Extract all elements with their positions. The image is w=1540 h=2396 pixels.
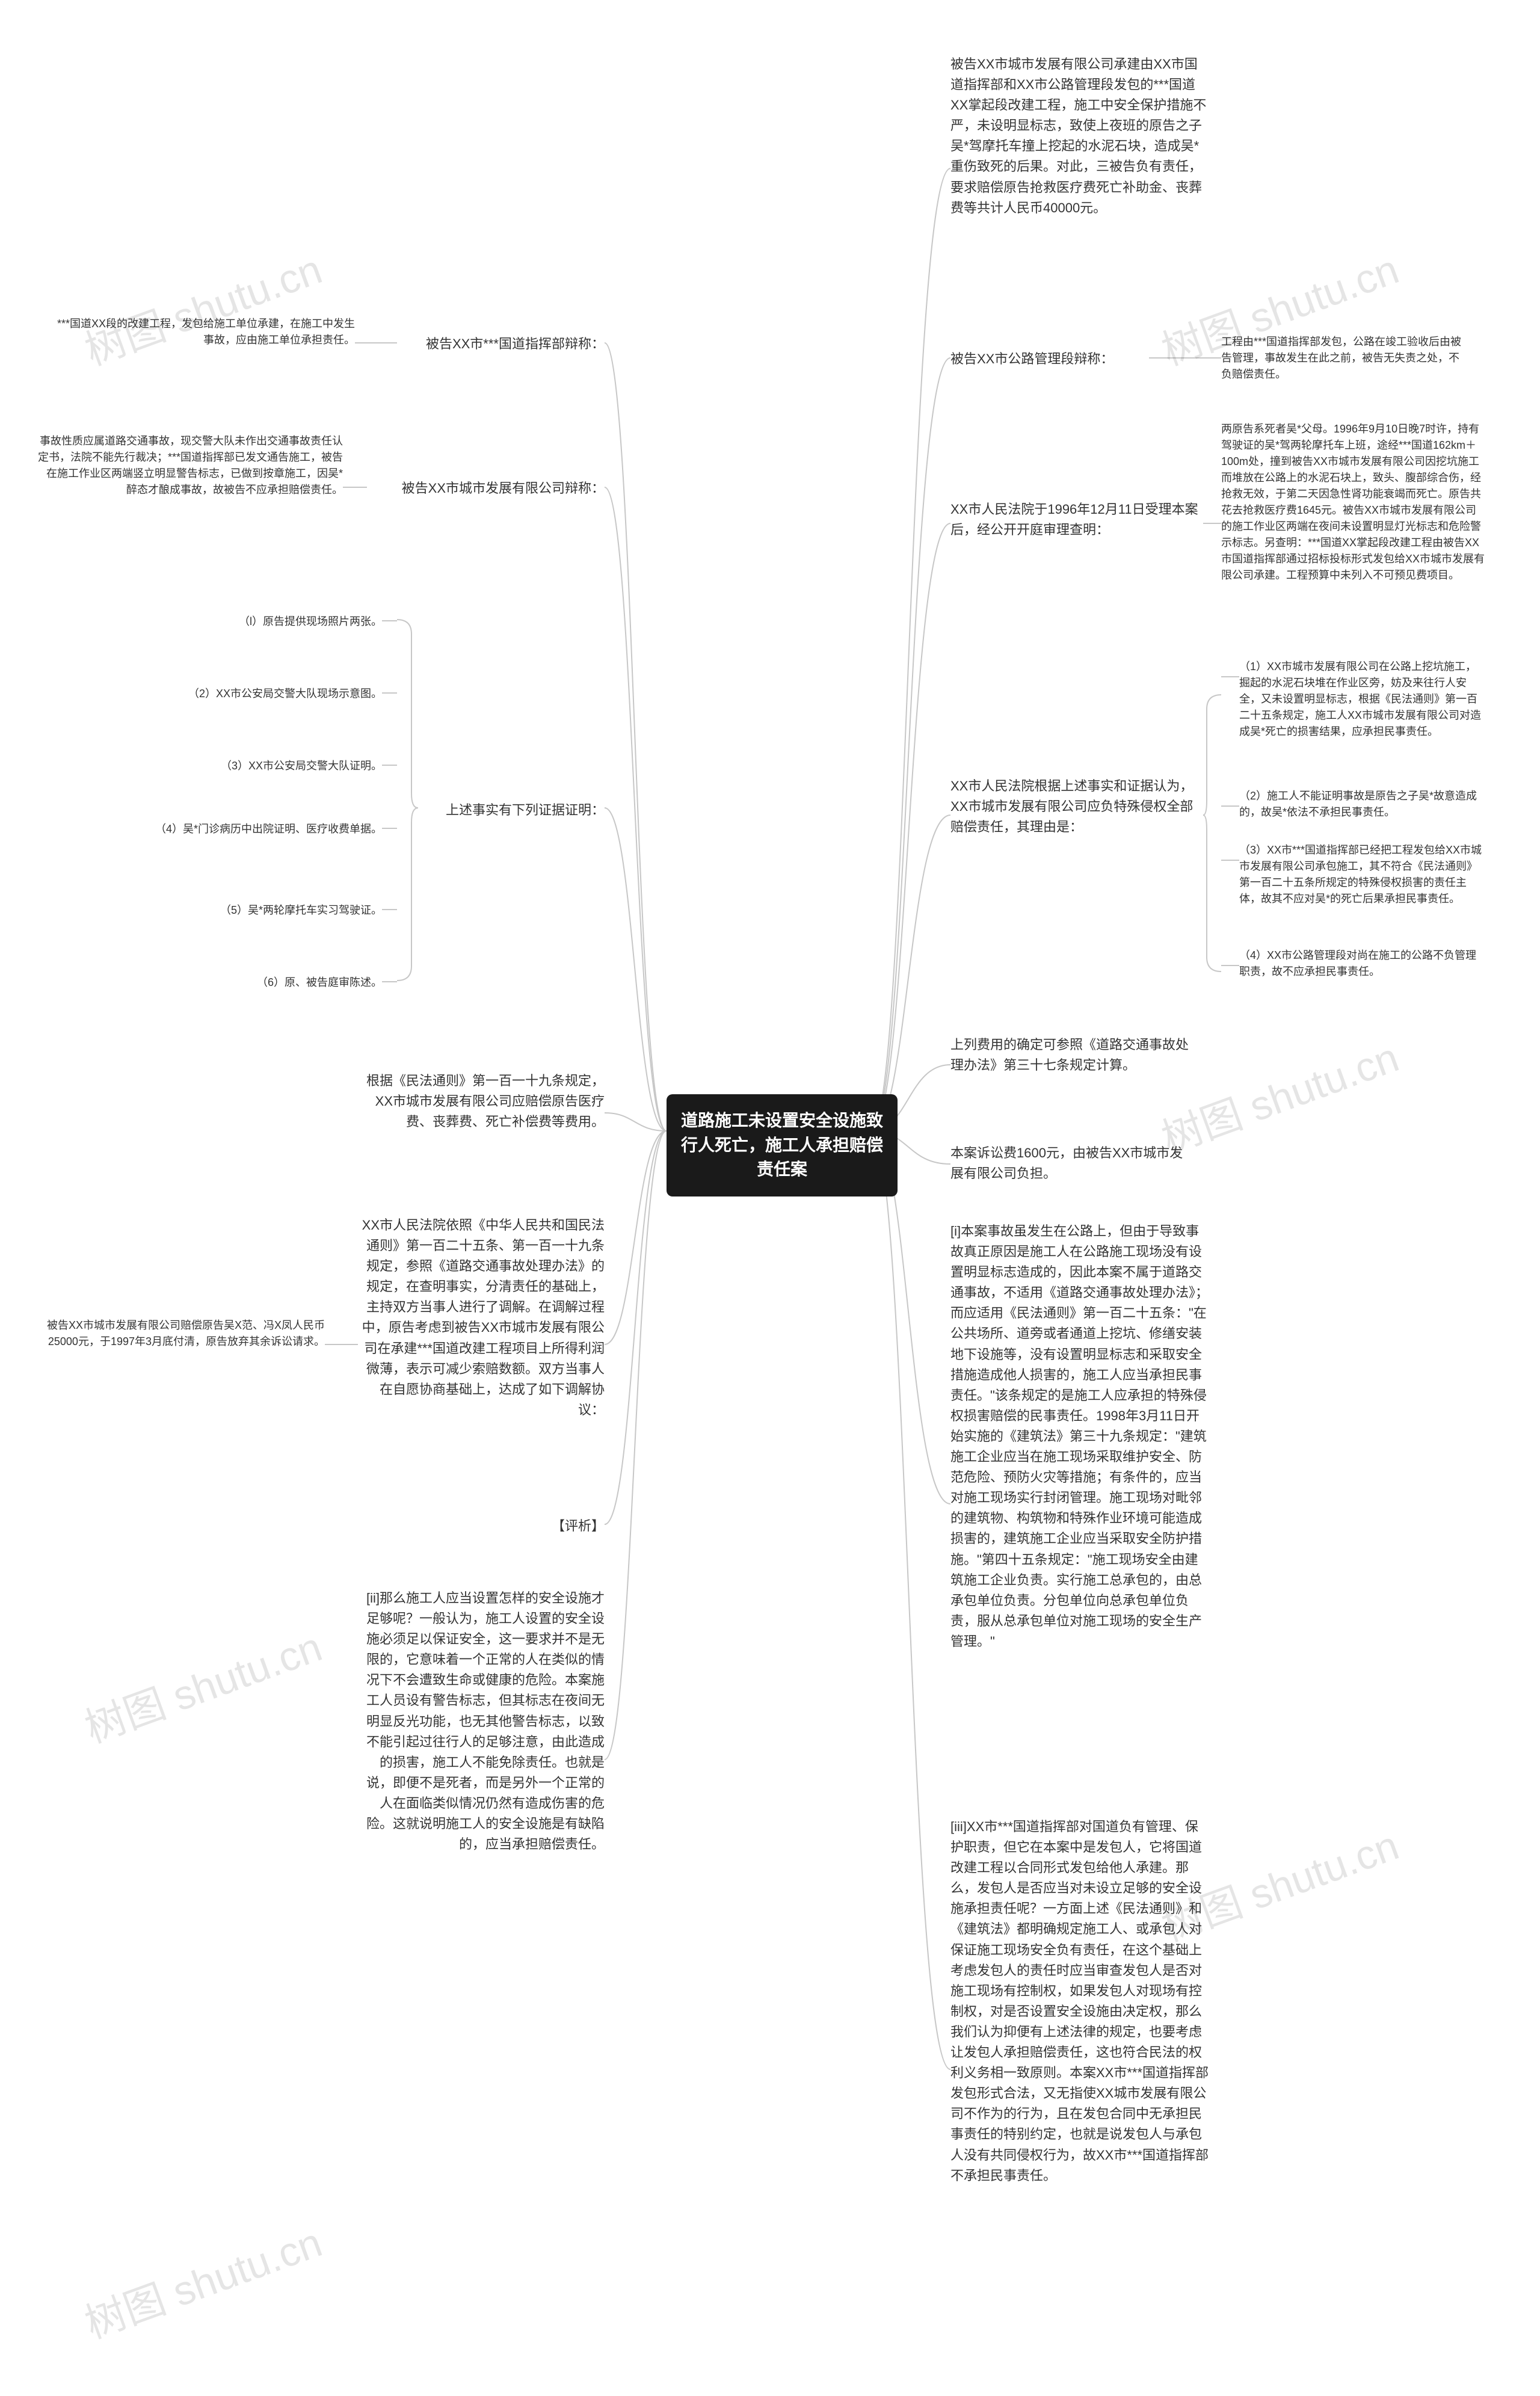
connector — [605, 1131, 667, 1344]
connector — [605, 487, 667, 1131]
left-node-l2-child: 事故性质应属道路交通事故，现交警大队未作出交通事故责任认定书，法院不能先行裁决；… — [36, 433, 343, 498]
left-node-l4: 根据《民法通则》第一百一十九条规定，XX市城市发展有限公司应赔偿原告医疗费、丧葬… — [358, 1071, 605, 1132]
left-node-l2: 被告XX市城市发展有限公司辩称： — [367, 478, 605, 499]
left-node-l6: 【评析】 — [544, 1516, 605, 1536]
right-node-r2: 被告XX市公路管理段辩称： — [950, 349, 1149, 369]
right-node-r4-child-3: （4）XX市公路管理段对尚在施工的公路不负管理职责，故不应承担民事责任。 — [1239, 947, 1486, 980]
right-node-r4-child-0: （1）XX市城市发展有限公司在公路上挖坑施工，掘起的水泥石块堆在作业区旁，妨及来… — [1239, 659, 1486, 740]
left-node-l3: 上述事实有下列证据证明： — [418, 800, 605, 821]
watermark: 树图 shutu.cn — [75, 236, 328, 377]
connector — [605, 1113, 667, 1131]
right-node-r2-child: 工程由***国道指挥部发包，公路在竣工验收后由被告管理，事故发生在此之前，被告无… — [1221, 334, 1462, 383]
connector — [871, 815, 950, 1131]
right-node-r4-child-2: （3）XX市***国道指挥部已经把工程发包给XX市城市发展有限公司承包施工，其不… — [1239, 842, 1486, 907]
connector — [871, 1131, 950, 2069]
watermark: 树图 shutu.cn — [75, 2210, 328, 2350]
left-node-l3-child-0: （l）原告提供现场照片两张。 — [165, 614, 382, 630]
connector — [605, 1131, 667, 1760]
connector — [605, 808, 667, 1131]
left-node-l5: XX市人民法院依照《中华人民共和国民法通则》第一百二十五条、第一百一十九条规定，… — [358, 1215, 605, 1420]
left-node-l3-child-2: （3）XX市公安局交警大队证明。 — [156, 758, 382, 774]
right-node-r7: [i]本案事故虽发生在公路上，但由于导致事故真正原因是施工人在公路施工现场没有设… — [950, 1221, 1209, 1652]
central-node: 道路施工未设置安全设施致行人死亡，施工人承担赔偿责任案 — [667, 1094, 898, 1196]
connector — [1203, 695, 1221, 972]
right-node-r4-child-1: （2）施工人不能证明事故是原告之子吴*故意造成的，故吴*依法不承担民事责任。 — [1239, 788, 1486, 821]
left-node-l5-child: 被告XX市城市发展有限公司赔偿原告吴X范、冯X凤人民币25000元，于1997年… — [36, 1317, 325, 1350]
right-node-r3-child: 两原告系死者吴*父母。1996年9月10日晚7时许，持有驾驶证的吴*驾两轮摩托车… — [1221, 421, 1486, 584]
connector — [871, 358, 950, 1131]
left-node-l7: [ii]那么施工人应当设置怎样的安全设施才足够呢？一般认为，施工人设置的安全设施… — [358, 1588, 605, 1855]
connector — [871, 168, 950, 1131]
left-node-l1-child: ***国道XX段的改建工程，发包给施工单位承建，在施工中发生事故，应由施工单位承… — [48, 316, 355, 348]
watermark: 树图 shutu.cn — [75, 1614, 328, 1755]
left-node-l3-child-1: （2）XX市公安局交警大队现场示意图。 — [114, 686, 382, 702]
connector — [397, 620, 418, 981]
connector — [605, 343, 667, 1131]
connector — [871, 523, 950, 1131]
left-node-l3-child-5: （6）原、被告庭审陈述。 — [214, 975, 382, 991]
right-node-r5: 上列费用的确定可参照《道路交通事故处理办法》第三十七条规定计算。 — [950, 1035, 1191, 1076]
right-node-r6: 本案诉讼费1600元，由被告XX市城市发展有限公司负担。 — [950, 1143, 1191, 1184]
right-node-r1: 被告XX市城市发展有限公司承建由XX市国道指挥部和XX市公路管理段发包的***国… — [950, 54, 1209, 218]
connector — [605, 1131, 667, 1524]
left-node-l3-child-4: （5）吴*两轮摩托车实习驾驶证。 — [153, 902, 382, 919]
right-node-r4: XX市人民法院根据上述事实和证据认为，XX市城市发展有限公司应负特殊侵权全部赔偿… — [950, 776, 1203, 837]
left-node-l1: 被告XX市***国道指挥部辩称： — [397, 334, 605, 354]
left-node-l3-child-3: （4）吴*门诊病历中出院证明、医疗收费单据。 — [72, 821, 382, 837]
right-node-r3: XX市人民法院于1996年12月11日受理本案后，经公开开庭审理查明： — [950, 499, 1203, 540]
right-node-r8: [iii]XX市***国道指挥部对国道负有管理、保护职责，但它在本案中是发包人，… — [950, 1817, 1209, 2186]
